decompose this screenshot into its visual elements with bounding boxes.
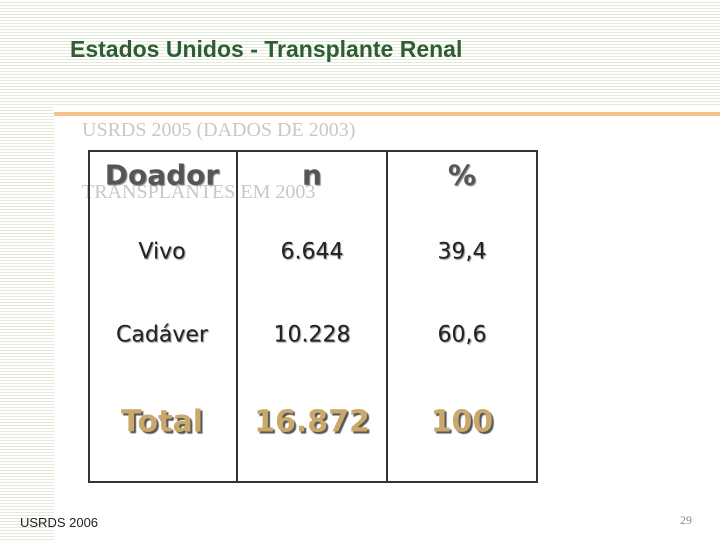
background-text: TRANSPLANTES EM 2003 xyxy=(82,181,316,203)
table-border xyxy=(386,150,388,483)
table-border xyxy=(236,150,238,483)
header-cell: Doador xyxy=(104,158,220,192)
header-band xyxy=(0,0,720,106)
table-cell: 100 xyxy=(430,404,494,440)
table-cell: Vivo xyxy=(138,239,186,265)
table-border xyxy=(88,150,538,152)
table-cell: 60,6 xyxy=(437,322,487,348)
table-border xyxy=(536,150,538,483)
table-cell: 16.872 xyxy=(254,404,370,440)
table-border xyxy=(88,150,90,483)
header-cell: % xyxy=(447,158,477,192)
table-cell: Cadáver xyxy=(116,322,208,348)
table-border xyxy=(88,481,538,483)
table-cell: 39,4 xyxy=(437,239,487,265)
table-cell: 6.644 xyxy=(280,239,344,265)
header-cell: n xyxy=(302,158,322,192)
table-cell: Total xyxy=(121,404,203,440)
page-number: 29 xyxy=(680,513,692,527)
slide-title: Estados Unidos - Transplante Renal xyxy=(70,36,463,62)
table-cell: 10.228 xyxy=(273,322,351,348)
background-text: USRDS 2005 (DADOS DE 2003) xyxy=(82,119,356,141)
title-rule xyxy=(54,112,720,116)
source: USRDS 2006 xyxy=(20,515,99,530)
side-band xyxy=(0,0,54,540)
